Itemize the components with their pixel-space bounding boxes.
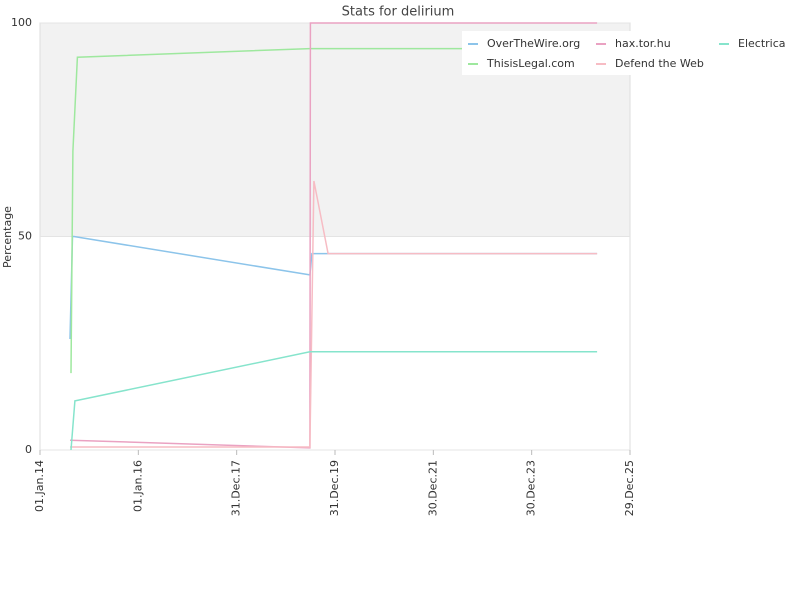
y-tick-label: 0: [25, 443, 32, 456]
legend-label: Defend the Web: [615, 57, 704, 70]
chart-title: Stats for delirium: [342, 5, 455, 20]
legend-box: [462, 31, 792, 75]
x-tick-label: 31.Dec.19: [328, 460, 341, 516]
series-line: [70, 180, 598, 448]
x-tick-label: 29.Dec.25: [623, 460, 636, 516]
x-tick-label: 01.Jan.14: [33, 460, 46, 512]
y-tick-label: 100: [11, 16, 32, 29]
x-tick-label: 30.Dec.23: [525, 460, 538, 516]
y-axis-label: Percentage: [1, 206, 14, 268]
x-tick-label: 31.Dec.17: [230, 460, 243, 516]
x-tick-label: 30.Dec.21: [426, 460, 439, 516]
series-line: [70, 47, 598, 374]
legend-label: Electrica: [738, 37, 786, 50]
y-tick-label: 50: [18, 230, 32, 243]
x-tick-label: 01.Jan.16: [131, 460, 144, 512]
legend-label: ThisisLegal.com: [486, 57, 575, 70]
series-line: [70, 351, 598, 451]
series-line: [69, 22, 598, 449]
legend-label: OverTheWire.org: [487, 37, 580, 50]
legend-label: hax.tor.hu: [615, 37, 671, 50]
